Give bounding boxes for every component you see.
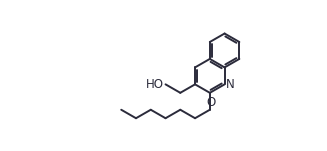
Text: HO: HO [146,78,164,91]
Text: O: O [206,96,215,109]
Text: N: N [226,78,235,91]
